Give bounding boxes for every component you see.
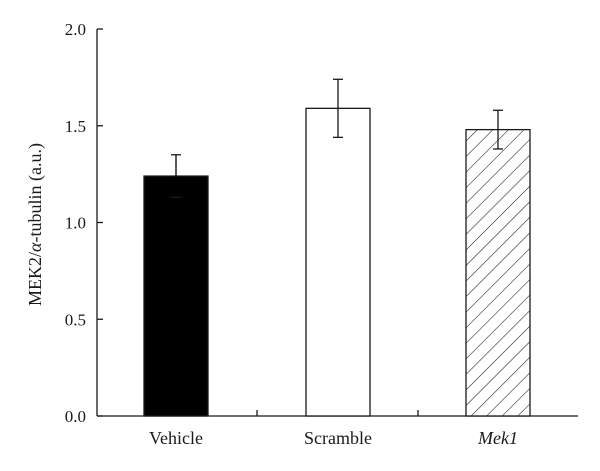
x-category-label: Scramble <box>304 428 372 448</box>
bars <box>143 78 531 417</box>
x-category-label: Vehicle <box>149 428 203 448</box>
x-category-label: Mek1 <box>477 428 518 448</box>
y-tick-label: 0.5 <box>65 310 86 329</box>
bar-mek1 <box>465 128 531 417</box>
y-tick-label: 2.0 <box>65 20 86 39</box>
bar-vehicle <box>143 175 209 417</box>
labels: 0.0 0.5 1.0 1.5 2.0 Vehicle Scramble Mek1 MEK2/α… <box>25 20 518 448</box>
y-tick-label: 0.0 <box>65 407 86 426</box>
bar-scramble <box>305 107 371 417</box>
y-axis-label-main: MEK2/ <box>25 252 45 306</box>
y-axis-label-rest: -tubulin (a.u.) <box>25 143 46 242</box>
y-axis-label: MEK2/α-tubulin (a.u.) <box>25 143 46 306</box>
y-axis-label-alpha: α <box>25 242 45 252</box>
y-tick-label: 1.0 <box>65 214 86 233</box>
y-tick-label: 1.5 <box>65 117 86 136</box>
